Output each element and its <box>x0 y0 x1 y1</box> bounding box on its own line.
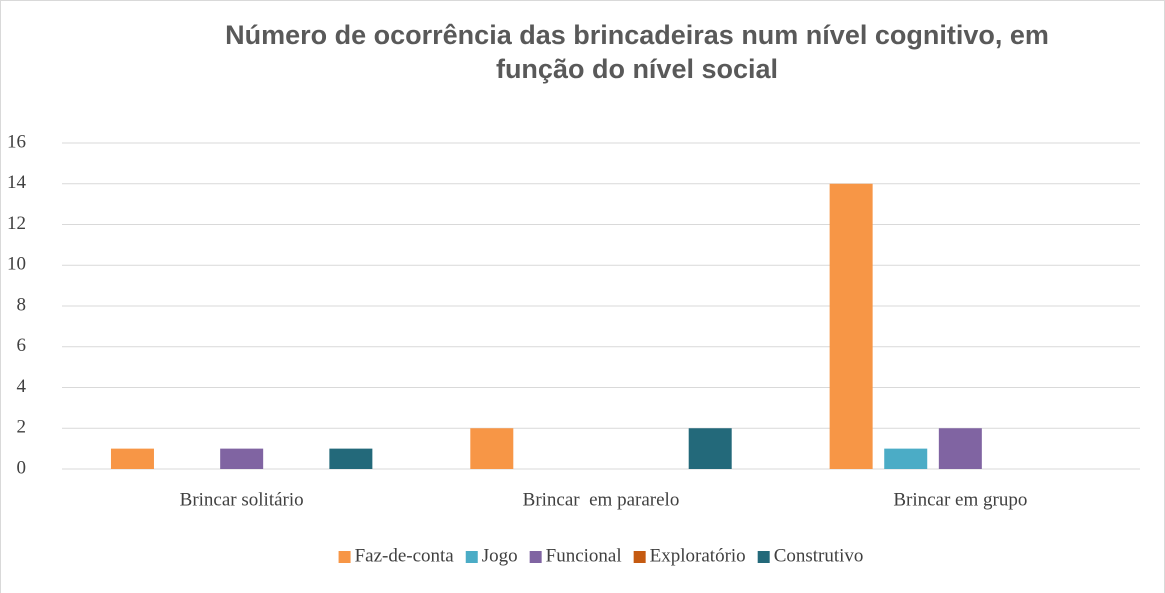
legend-swatch <box>757 551 770 563</box>
bar <box>470 428 514 469</box>
legend-label: Construtivo <box>774 545 864 566</box>
legend-label: Faz-de-conta <box>355 545 455 566</box>
legend-swatch <box>465 551 478 563</box>
bar <box>688 428 732 469</box>
y-tick-label: 4 <box>17 376 27 397</box>
y-tick-label: 10 <box>7 254 26 275</box>
y-tick-label: 0 <box>17 457 27 478</box>
y-tick-label: 6 <box>17 335 27 356</box>
chart-title: função do nível social <box>496 54 778 84</box>
legend-swatch <box>338 551 351 563</box>
chart-title: Número de ocorrência das brincadeiras nu… <box>225 20 1049 50</box>
x-tick-label: Brincar em pararelo <box>523 489 680 510</box>
bar <box>829 183 873 469</box>
legend-label: Funcional <box>546 545 622 566</box>
legend-label: Jogo <box>482 545 518 566</box>
y-tick-label: 16 <box>7 131 26 152</box>
bar <box>110 448 154 469</box>
bar <box>884 448 928 469</box>
y-tick-label: 14 <box>7 172 27 193</box>
legend-swatch <box>633 551 646 563</box>
y-tick-label: 8 <box>17 294 27 315</box>
legend-swatch <box>529 551 542 563</box>
y-tick-label: 2 <box>17 417 27 438</box>
x-tick-label: Brincar em grupo <box>893 489 1027 510</box>
x-tick-label: Brincar solitário <box>180 489 304 510</box>
y-tick-label: 12 <box>7 213 26 234</box>
bar <box>938 428 982 469</box>
bar <box>220 448 264 469</box>
bar <box>329 448 373 469</box>
legend-label: Exploratório <box>650 545 746 566</box>
